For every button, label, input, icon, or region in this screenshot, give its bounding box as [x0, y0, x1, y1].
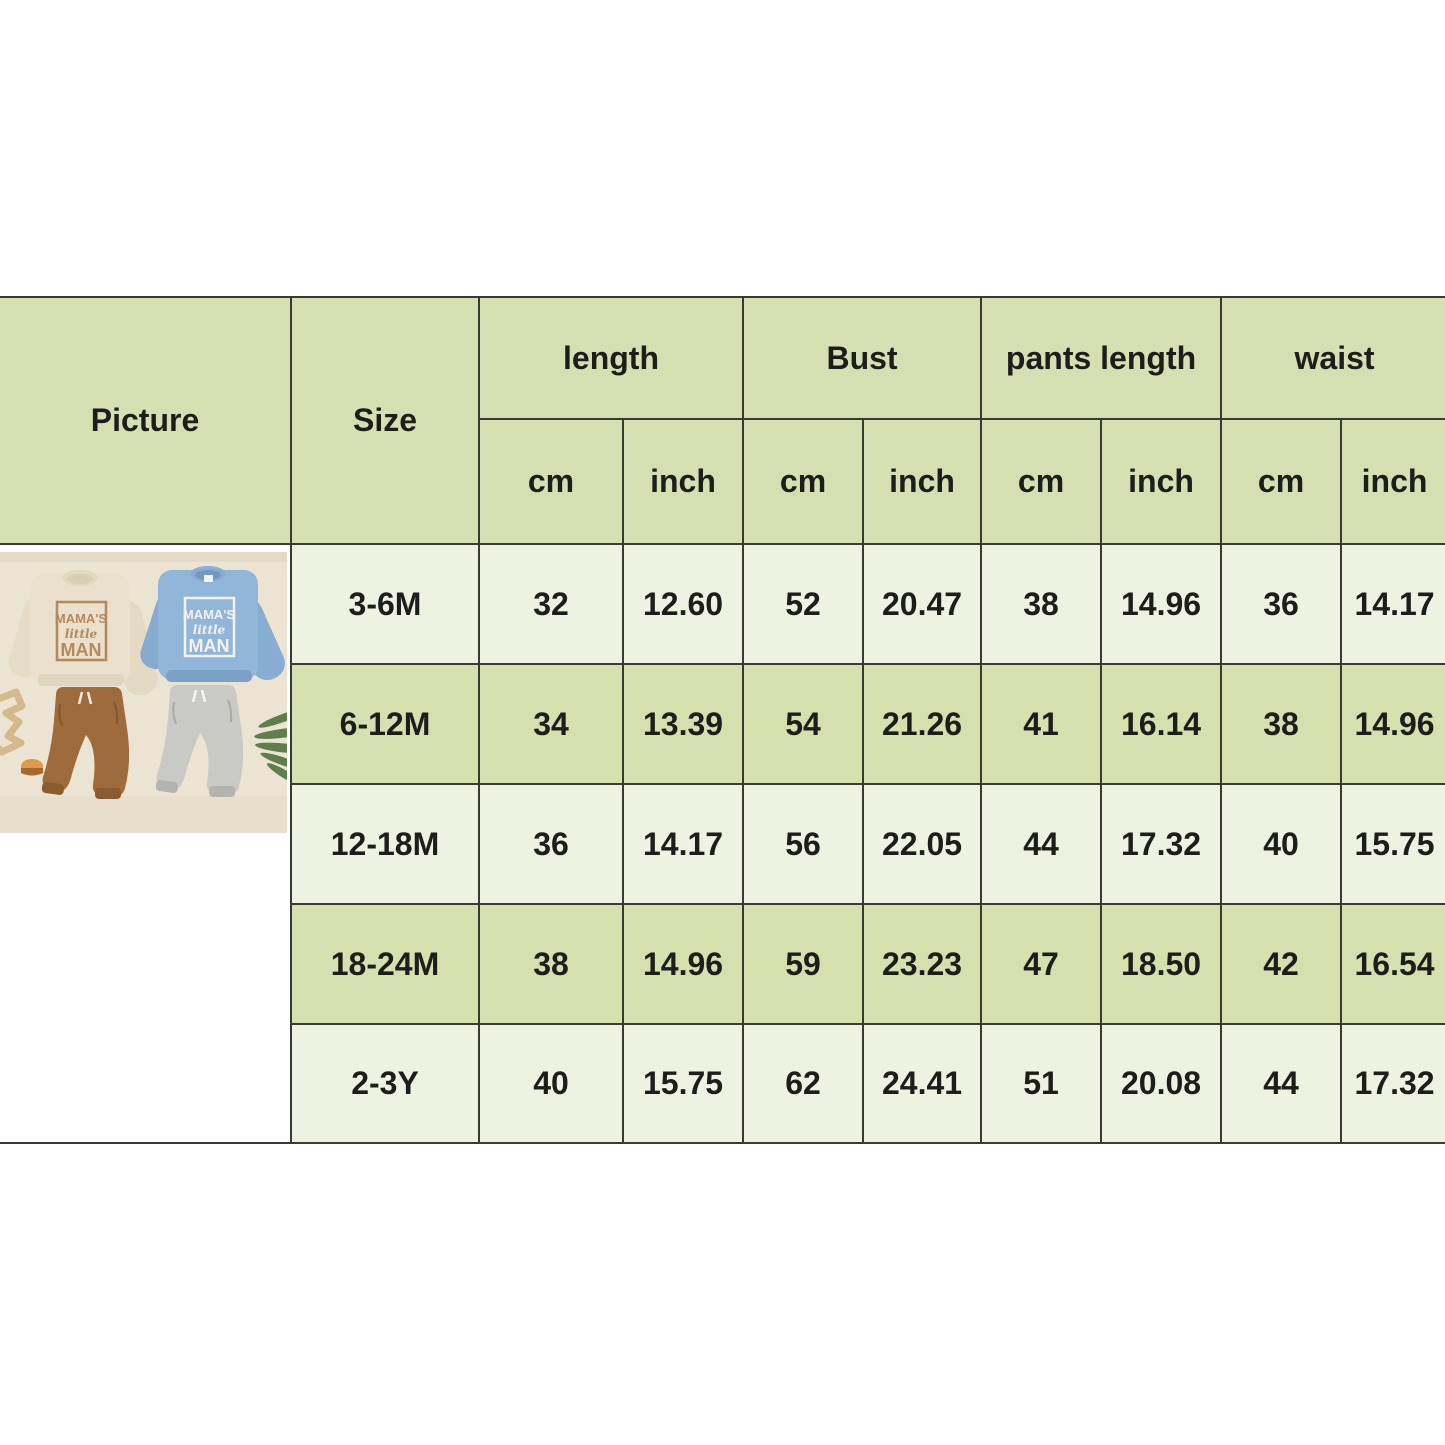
- cell-size: 3-6M: [290, 543, 480, 665]
- unit-bust-cm: cm: [742, 418, 865, 545]
- header-size: Size: [290, 296, 480, 545]
- right-sweatshirt: MAMA'S little MAN: [140, 566, 285, 682]
- header-picture: Picture: [0, 296, 292, 545]
- unit-waist-cm: cm: [1220, 418, 1343, 545]
- cell-pants-cm: 51: [980, 1023, 1103, 1144]
- cell-waist-inch: 15.75: [1340, 783, 1445, 905]
- cell-bust-cm: 56: [742, 783, 865, 905]
- cell-bust-inch: 22.05: [862, 783, 983, 905]
- cell-length-inch: 13.39: [621, 663, 745, 785]
- cell-length-inch: 15.75: [621, 1023, 745, 1144]
- cell-length-cm: 40: [478, 1023, 624, 1144]
- cell-pants-inch: 14.96: [1100, 543, 1223, 665]
- shirt-text-line2: little: [193, 623, 226, 637]
- cell-length-inch: 14.17: [621, 783, 745, 905]
- cell-bust-inch: 23.23: [862, 903, 983, 1025]
- cell-waist-cm: 40: [1220, 783, 1343, 905]
- cell-waist-inch: 14.17: [1340, 543, 1445, 665]
- cell-bust-cm: 62: [742, 1023, 865, 1144]
- plant-leaves: [254, 708, 287, 787]
- cell-size: 2-3Y: [290, 1023, 480, 1144]
- unit-length-cm: cm: [478, 418, 624, 545]
- cell-waist-cm: 42: [1220, 903, 1343, 1025]
- cell-waist-inch: 17.32: [1340, 1023, 1445, 1144]
- unit-pants-inch: inch: [1100, 418, 1223, 545]
- cell-waist-inch: 14.96: [1340, 663, 1445, 785]
- table-row: 2-3Y 40 15.75 62 24.41 51 20.08 44 17.32: [0, 1023, 1445, 1144]
- cell-waist-cm: 36: [1220, 543, 1343, 665]
- cell-pants-inch: 17.32: [1100, 783, 1223, 905]
- cell-bust-inch: 21.26: [862, 663, 983, 785]
- cell-size: 6-12M: [290, 663, 480, 785]
- cell-waist-cm: 38: [1220, 663, 1343, 785]
- cell-size: 18-24M: [290, 903, 480, 1025]
- cell-length-cm: 32: [478, 543, 624, 665]
- shirt-text-line3: MAN: [61, 640, 102, 660]
- shirt-text-line2: little: [65, 627, 98, 641]
- product-photo: MAMA'S little MAN: [1, 552, 287, 833]
- cell-length-inch: 12.60: [621, 543, 745, 665]
- picture-cell: MAMA'S little MAN: [0, 543, 292, 1144]
- cell-bust-cm: 59: [742, 903, 865, 1025]
- cell-pants-inch: 16.14: [1100, 663, 1223, 785]
- table-row: 12-18M 36 14.17 56 22.05 44 17.32 40 15.…: [0, 783, 1445, 905]
- collar-tag: [204, 575, 213, 582]
- header-bust: Bust: [742, 296, 983, 420]
- header-length: length: [477, 296, 745, 420]
- cell-length-cm: 36: [478, 783, 624, 905]
- left-sweatshirt: MAMA'S little MAN: [8, 570, 158, 696]
- shirt-text-line1: MAMA'S: [55, 611, 108, 626]
- cell-pants-cm: 38: [980, 543, 1103, 665]
- cell-pants-cm: 47: [980, 903, 1103, 1025]
- cell-waist-cm: 44: [1220, 1023, 1343, 1144]
- shirt-text-line3: MAN: [189, 636, 230, 656]
- cell-length-cm: 34: [478, 663, 624, 785]
- shirt-text-line1: MAMA'S: [183, 607, 236, 622]
- left-pants: [41, 687, 130, 799]
- cell-pants-inch: 18.50: [1100, 903, 1223, 1025]
- small-toy: [21, 759, 43, 776]
- size-chart-table: Picture Size length Bust pants length wa…: [0, 296, 1445, 1144]
- cell-size: 12-18M: [290, 783, 480, 905]
- wooden-toy: [1, 688, 26, 756]
- cell-length-cm: 38: [478, 903, 624, 1025]
- cell-waist-inch: 16.54: [1340, 903, 1445, 1025]
- table-row: 18-24M 38 14.96 59 23.23 47 18.50 42 16.…: [0, 903, 1445, 1025]
- unit-length-inch: inch: [621, 418, 745, 545]
- table-row: 6-12M 34 13.39 54 21.26 41 16.14 38 14.9…: [0, 663, 1445, 785]
- cell-pants-cm: 41: [980, 663, 1103, 785]
- right-pants: [155, 685, 244, 797]
- cell-pants-inch: 20.08: [1100, 1023, 1223, 1144]
- cell-length-inch: 14.96: [621, 903, 745, 1025]
- cell-bust-inch: 20.47: [862, 543, 983, 665]
- unit-bust-inch: inch: [862, 418, 983, 545]
- shirt-graphic-frame: [183, 596, 236, 658]
- header-waist: waist: [1220, 296, 1445, 420]
- unit-pants-cm: cm: [980, 418, 1103, 545]
- header-pants-length: pants length: [980, 296, 1223, 420]
- size-chart: Picture Size length Bust pants length wa…: [0, 296, 1445, 1144]
- unit-waist-inch: inch: [1340, 418, 1445, 545]
- cell-pants-cm: 44: [980, 783, 1103, 905]
- cell-bust-inch: 24.41: [862, 1023, 983, 1144]
- shirt-graphic-frame: [55, 600, 108, 662]
- table-row: MAMA'S little MAN: [0, 543, 1445, 1144]
- cell-bust-cm: 54: [742, 663, 865, 785]
- cell-bust-cm: 52: [742, 543, 865, 665]
